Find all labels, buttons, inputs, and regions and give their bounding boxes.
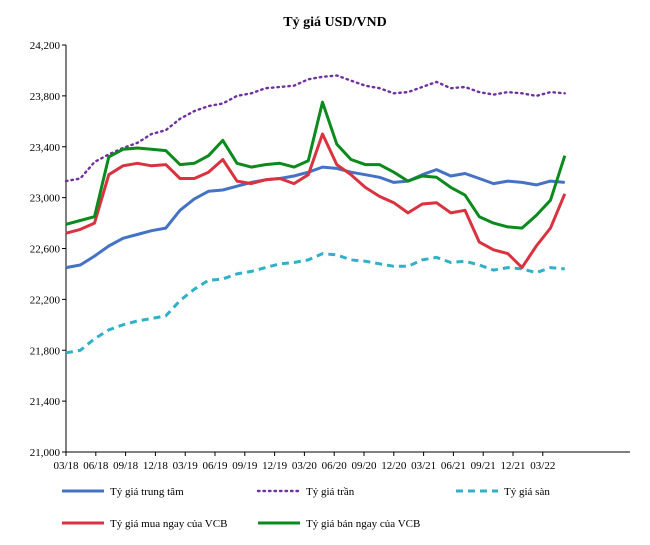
series-layer: [64, 74, 567, 355]
series-line-4: [65, 132, 567, 270]
x-tick-label: 09/18: [113, 460, 139, 472]
x-tick-label: 03/20: [292, 460, 318, 472]
y-tick-label: 21,000: [30, 447, 61, 459]
legend-label-5: Tỷ giá bán ngay của VCB: [306, 518, 420, 530]
x-tick-label: 06/20: [322, 460, 348, 472]
series-line-3: [65, 252, 565, 355]
x-tick-label: 12/20: [381, 460, 407, 472]
y-tick-label: 23,800: [30, 91, 61, 103]
y-tick-label: 23,000: [30, 193, 61, 205]
x-tick-label: 06/19: [202, 460, 228, 472]
x-tick-label: 12/18: [143, 460, 169, 472]
chart-title: Tỷ giá USD/VND: [283, 15, 386, 30]
legend-label-4: Tỷ giá mua ngay của VCB: [110, 518, 227, 530]
legend: Tỷ giá trung tâm Tỷ giá trần Tỷ giá sàn Tỷ …: [62, 486, 550, 530]
x-tick-label: 03/18: [53, 460, 79, 472]
series-line-1: [65, 165, 565, 270]
x-tick-label: 03/21: [411, 460, 436, 472]
x-tick-label: 06/18: [83, 460, 109, 472]
x-tick-label: 06/21: [441, 460, 466, 472]
x-tick-label: 12/21: [500, 460, 525, 472]
x-tick-label: 09/20: [351, 460, 377, 472]
series-line-5: [65, 100, 567, 230]
y-tick-label: 21,400: [30, 396, 61, 408]
y-tick-label: 23,400: [30, 142, 61, 154]
y-tick-label: 21,800: [30, 345, 61, 357]
x-tick-label: 03/22: [530, 460, 555, 472]
series-line-2: [64, 74, 566, 183]
x-tick-label: 09/19: [232, 460, 258, 472]
x-tick-label: 12/19: [262, 460, 288, 472]
legend-label-3: Tỷ giá sàn: [504, 486, 550, 498]
x-tick-label: 09/21: [471, 460, 496, 472]
legend-label-2: Tỷ giá trần: [306, 486, 355, 498]
y-tick-label: 24,200: [30, 40, 61, 52]
y-tick-label: 22,200: [30, 294, 61, 306]
axes: 21,000 21,400 21,800 22,200 22,600 23,000 23,4…: [30, 40, 630, 472]
y-tick-label: 22,600: [30, 244, 61, 256]
x-tick-label: 03/19: [173, 460, 199, 472]
legend-label-1: Tỷ giá trung tâm: [110, 486, 184, 498]
